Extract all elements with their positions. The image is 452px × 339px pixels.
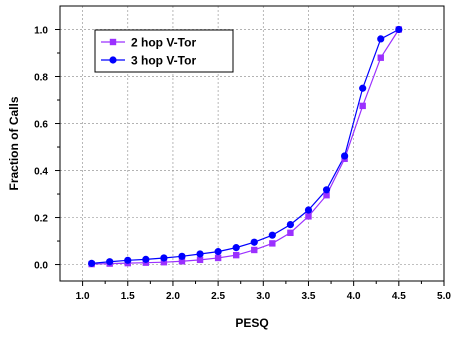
legend-label: 3 hop V-Tor (131, 54, 196, 68)
data-point-series-2 (304, 206, 313, 214)
x-tick-label: 2.0 (166, 291, 180, 302)
legend-entry-1: 2 hop V-Tor (101, 36, 196, 50)
data-point-series-2 (286, 220, 294, 229)
data-point-series-1 (359, 102, 366, 110)
y-tick-label: 0.2 (34, 214, 48, 225)
legend: 2 hop V-Tor 3 hop V-Tor (94, 29, 234, 73)
legend-box (94, 29, 234, 73)
data-point-series-2 (106, 258, 114, 266)
data-point-series-2 (178, 252, 186, 260)
axis-ticks: 1.0 1.5 2.0 2.5 3.0 3.5 4.0 4.5 5.0 0.0 0.2 0.4 0.6 0… (34, 26, 451, 302)
x-tick-label: 4.0 (347, 291, 361, 302)
x-tick-label: 1.0 (76, 291, 90, 302)
data-point-series-2 (268, 231, 276, 239)
data-point-series-2 (124, 256, 132, 264)
y-tick-label: 0.8 (34, 73, 48, 84)
y-axis-label: Fraction of Calls (7, 96, 21, 190)
legend-marker (109, 56, 117, 64)
data-point-series-2 (322, 186, 331, 194)
data-point-series-2 (160, 254, 168, 262)
legend-entry-2: 3 hop V-Tor (101, 54, 196, 68)
data-point-series-2 (377, 35, 385, 43)
data-point-series-2 (232, 244, 240, 252)
data-point-series-2 (250, 238, 258, 246)
data-point-series-2 (142, 255, 150, 263)
x-tick-label: 1.5 (121, 291, 135, 302)
data-point-series-1 (232, 251, 240, 259)
x-axis-label: PESQ (235, 316, 268, 330)
plot-area (59, 5, 445, 282)
data-point-series-2 (395, 25, 403, 34)
legend-label: 2 hop V-Tor (131, 36, 196, 50)
data-point-series-1 (305, 213, 312, 220)
data-point-series-1 (287, 229, 294, 237)
y-tick-label: 0.4 (34, 167, 48, 178)
data-point-series-2 (341, 152, 349, 160)
data-point-series-1 (377, 54, 384, 61)
data-series (88, 25, 403, 268)
y-tick-label: 0.6 (34, 120, 48, 131)
x-tick-label: 2.5 (211, 291, 225, 302)
data-point-series-1 (323, 192, 330, 199)
legend-marker (109, 38, 117, 46)
data-point-series-1 (160, 258, 168, 266)
y-tick-label: 1.0 (34, 26, 48, 37)
data-point-series-1 (214, 254, 222, 262)
data-point-series-2 (214, 248, 222, 256)
data-point-series-1 (196, 256, 204, 264)
data-point-series-2 (196, 250, 204, 258)
data-point-series-1 (251, 246, 258, 254)
x-tick-label: 5.0 (437, 291, 451, 302)
x-tick-label: 3.0 (256, 291, 270, 302)
data-point-series-1 (178, 258, 186, 265)
data-point-series-2 (359, 84, 367, 92)
x-tick-label: 4.5 (392, 291, 406, 302)
data-point-series-1 (269, 240, 276, 247)
y-tick-label: 0.0 (34, 261, 48, 272)
x-tick-label: 3.5 (302, 291, 316, 302)
data-point-series-2 (88, 259, 96, 267)
